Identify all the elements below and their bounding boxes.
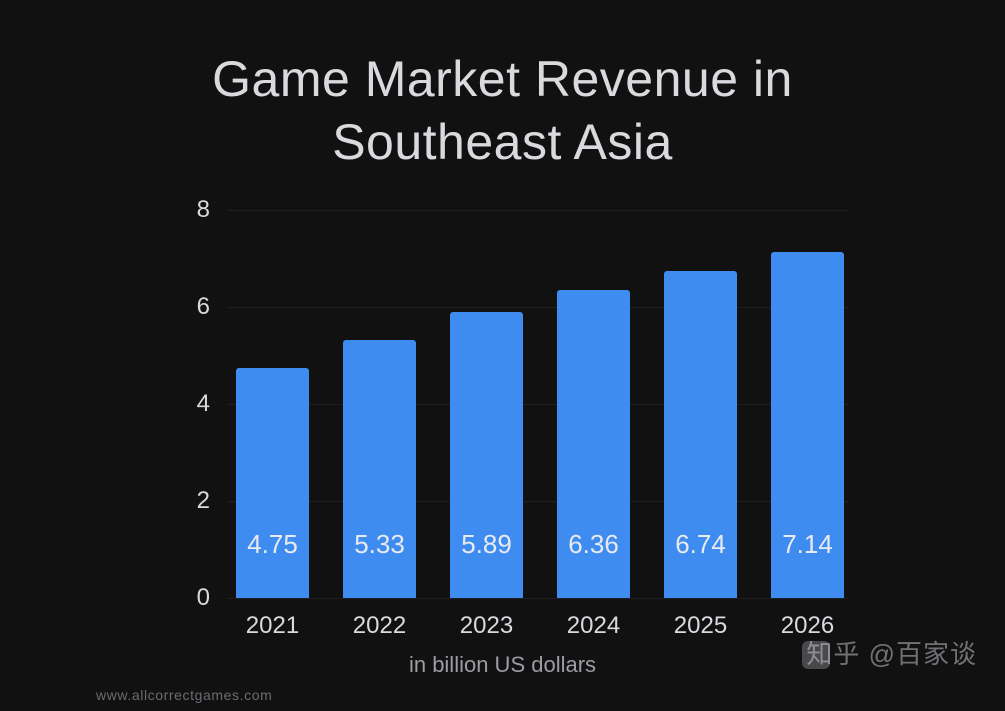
bar-value-label: 7.14 xyxy=(771,529,844,560)
bar: 5.33 xyxy=(343,340,416,599)
bar: 7.14 xyxy=(771,252,844,598)
bar: 6.36 xyxy=(557,290,630,598)
chart-title: Game Market Revenue in Southeast Asia xyxy=(0,48,1005,173)
gridline xyxy=(228,598,848,599)
x-tick-label: 2025 xyxy=(674,612,727,640)
source-citation: www.allcorrectgames.com xyxy=(96,687,272,703)
gridline xyxy=(228,210,848,211)
gridline xyxy=(228,307,848,308)
y-tick-label: 2 xyxy=(197,487,210,515)
y-tick-label: 4 xyxy=(197,390,210,418)
bar-value-label: 5.89 xyxy=(450,529,523,560)
x-tick-label: 2022 xyxy=(353,612,406,640)
y-tick-label: 0 xyxy=(197,584,210,612)
bar: 4.75 xyxy=(236,368,309,598)
chart-plot-area: 024684.755.335.896.366.747.14 xyxy=(228,210,848,598)
bar-value-label: 5.33 xyxy=(343,529,416,560)
bar-value-label: 6.36 xyxy=(557,529,630,560)
bar: 5.89 xyxy=(450,312,523,598)
bar-value-label: 4.75 xyxy=(236,529,309,560)
x-tick-label: 2023 xyxy=(460,612,513,640)
x-tick-label: 2026 xyxy=(781,612,834,640)
y-tick-label: 8 xyxy=(197,196,210,224)
y-tick-label: 6 xyxy=(197,293,210,321)
bar-value-label: 6.74 xyxy=(664,529,737,560)
gridline xyxy=(228,501,848,502)
bar: 6.74 xyxy=(664,271,737,598)
x-tick-label: 2021 xyxy=(246,612,299,640)
x-tick-label: 2024 xyxy=(567,612,620,640)
gridline xyxy=(228,404,848,405)
